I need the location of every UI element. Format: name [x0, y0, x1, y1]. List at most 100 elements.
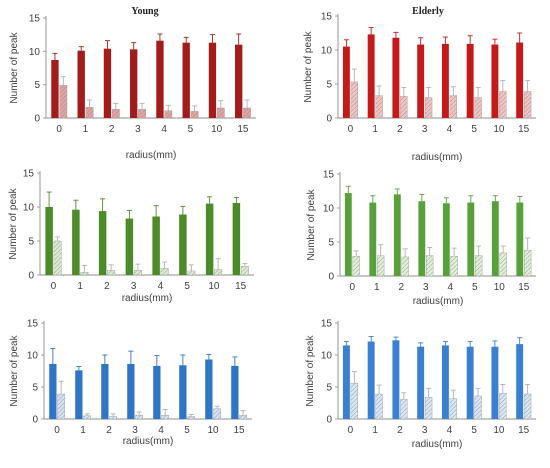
bar [350, 382, 359, 420]
x-tick-label: 4 [447, 425, 453, 436]
bar [205, 203, 214, 275]
bar [466, 346, 474, 419]
bar [83, 415, 91, 420]
bar [187, 270, 196, 276]
y-tick-label: 15 [321, 319, 333, 330]
bar [442, 203, 450, 276]
y-tick-label: 15 [323, 170, 335, 181]
y-tick-label: 10 [23, 203, 35, 214]
bar [426, 255, 434, 277]
bar [524, 249, 532, 277]
y-tick-label: 0 [32, 415, 38, 426]
bar [392, 37, 400, 119]
x-tick-label: 5 [184, 425, 190, 436]
bar [240, 265, 249, 276]
x-tick-label: 10 [493, 124, 505, 135]
bar [367, 34, 375, 118]
y-tick-label: 0 [28, 271, 34, 282]
x-tick-label: 10 [208, 281, 220, 292]
y-axis-label: Number of peak [9, 334, 20, 406]
bar [401, 256, 409, 277]
x-tick-label: 2 [397, 124, 403, 135]
bar [474, 97, 482, 119]
bar [59, 85, 68, 119]
bar [214, 269, 223, 276]
bar [424, 397, 433, 420]
x-tick-label: 15 [518, 282, 530, 293]
bar [133, 270, 142, 276]
bar [156, 40, 164, 118]
x-tick-label: 10 [211, 124, 223, 135]
bar [57, 393, 65, 420]
x-tick-label: 3 [132, 425, 138, 436]
bar [491, 44, 499, 119]
y-tick-label: 10 [321, 351, 333, 362]
bar [491, 201, 499, 276]
x-axis-label: radius(mm) [412, 152, 463, 163]
bar [523, 91, 532, 119]
x-tick-label: 4 [158, 281, 164, 292]
y-tick-label: 0 [328, 272, 334, 283]
x-tick-label: 10 [207, 425, 219, 436]
bar [138, 109, 146, 119]
x-axis-label: radius(mm) [412, 439, 463, 450]
bar [49, 363, 57, 419]
bar [400, 398, 408, 420]
y-tick-label: 5 [328, 238, 334, 249]
bar [239, 414, 247, 420]
x-tick-label: 15 [518, 124, 530, 135]
x-tick-label: 0 [348, 425, 354, 436]
bar [72, 209, 80, 275]
bar [182, 42, 190, 118]
x-axis-label: radius(mm) [122, 293, 173, 304]
bar [232, 202, 241, 275]
y-tick-label: 0 [34, 114, 40, 125]
bar [243, 107, 251, 119]
chart-title: Young [131, 6, 158, 17]
bar [187, 416, 195, 420]
bar [216, 107, 225, 119]
x-tick-label: 3 [131, 281, 137, 292]
bar [449, 95, 458, 119]
x-tick-label: 3 [422, 124, 428, 135]
panel-4: 0 5 10 15 Number of peak 0 1 2 3 4 5 10 15 radius(mm) [9, 319, 252, 447]
bar [417, 346, 425, 419]
x-axis-label: radius(mm) [413, 296, 464, 307]
x-tick-label: 4 [158, 425, 164, 436]
y-tick-label: 10 [27, 351, 39, 362]
x-tick-label: 1 [372, 124, 378, 135]
bar [85, 107, 94, 119]
panel-0: Young 0 5 10 15 Number of peak 0 1 2 3 4 5 10 15 radiu… [9, 6, 256, 161]
bar [235, 44, 243, 118]
x-tick-label: 15 [518, 425, 530, 436]
y-axis-label: Number of peak [8, 187, 19, 259]
bar [417, 44, 425, 119]
y-axis-label: Number of peak [305, 334, 316, 406]
bar [153, 365, 161, 419]
bar [424, 97, 433, 119]
bar [77, 50, 85, 118]
bar [45, 207, 53, 275]
bar [231, 365, 239, 419]
y-tick-label: 10 [323, 204, 335, 215]
y-tick-label: 5 [34, 80, 40, 91]
y-tick-label: 0 [326, 114, 332, 125]
x-tick-label: 5 [471, 425, 477, 436]
bar [474, 395, 482, 420]
bar [516, 42, 524, 118]
y-axis-label: Number of peak [306, 188, 317, 260]
x-tick-label: 1 [374, 282, 380, 293]
bar [135, 414, 143, 420]
x-tick-label: 1 [83, 124, 89, 135]
bar [75, 370, 83, 419]
bar [205, 359, 213, 419]
bar [499, 393, 507, 420]
bar [179, 214, 187, 275]
bar [441, 43, 449, 118]
bar [179, 365, 187, 419]
x-tick-label: 2 [397, 425, 403, 436]
bar [393, 194, 401, 276]
bar [441, 345, 449, 419]
x-axis-label: radius(mm) [126, 150, 177, 161]
